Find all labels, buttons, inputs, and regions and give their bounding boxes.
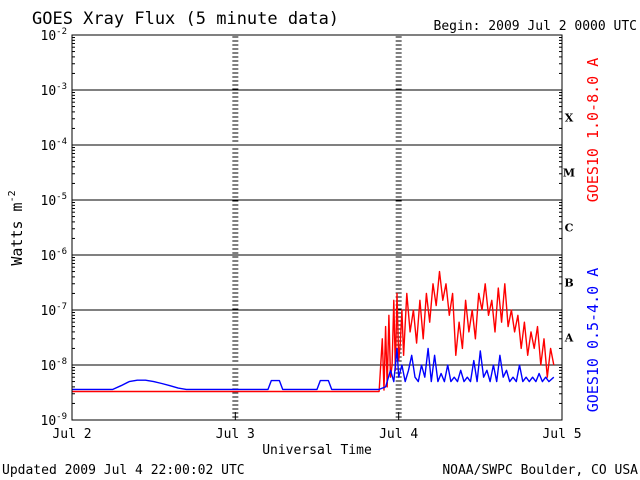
flare-class-labels: X M C B A [563, 112, 575, 345]
x-tick-label-2: Jul 4 [379, 427, 418, 442]
y-tick-label-3: 10-5 [41, 192, 68, 209]
y-axis-ticks: 10-210-310-410-510-610-710-810-9 [41, 27, 562, 429]
flare-class-m: M [563, 167, 575, 180]
legend-long-channel: GOES10 1.0-8.0 A [584, 58, 602, 203]
footer-credit: NOAA/SWPC Boulder, CO USA [442, 463, 638, 478]
y-tick-exp-5: -7 [56, 302, 67, 312]
y-tick-base-1: 10 [41, 84, 57, 99]
flare-class-a: A [564, 332, 574, 345]
y-tick-label-0: 10-2 [41, 27, 68, 44]
chart-title: GOES Xray Flux (5 minute data) [32, 9, 339, 29]
y-tick-exp-4: -6 [56, 247, 67, 257]
y-tick-exp-1: -3 [56, 82, 67, 92]
y-tick-label-1: 10-3 [41, 82, 68, 99]
y-axis-label-text: Watts m [8, 202, 26, 265]
y-tick-base-5: 10 [41, 304, 57, 319]
y-tick-base-6: 10 [41, 359, 57, 374]
y-tick-exp-7: -9 [56, 412, 67, 422]
x-axis-label: Universal Time [262, 443, 372, 458]
series-line-1 [72, 347, 555, 391]
flare-class-c: C [565, 222, 574, 235]
x-tick-label-0: Jul 2 [52, 427, 91, 442]
y-tick-base-0: 10 [41, 29, 57, 44]
series-line-0 [72, 270, 555, 393]
series-lines [72, 270, 555, 393]
y-tick-base-7: 10 [41, 414, 57, 429]
footer-updated: Updated 2009 Jul 4 22:00:02 UTC [2, 463, 245, 478]
begin-time: Begin: 2009 Jul 2 0000 UTC [434, 19, 638, 34]
y-tick-base-3: 10 [41, 194, 57, 209]
x-tick-label-1: Jul 3 [216, 427, 255, 442]
x-tick-label-3: Jul 5 [542, 427, 581, 442]
y-tick-base-4: 10 [41, 249, 57, 264]
legend-short-channel: GOES10 0.5-4.0 A [584, 268, 602, 413]
svg-text:Watts m-2: Watts m-2 [7, 190, 26, 265]
y-tick-label-7: 10-9 [41, 412, 68, 429]
x-axis-ticks: Jul 2 Jul 3 Jul 4 Jul 5 [52, 36, 582, 442]
flare-class-x: X [565, 112, 574, 125]
y-tick-exp-2: -4 [56, 137, 67, 147]
plot-frame [71, 34, 563, 421]
y-axis-label-sup: -2 [7, 190, 18, 202]
y-tick-exp-6: -8 [56, 357, 67, 367]
y-tick-label-2: 10-4 [41, 137, 68, 154]
y-tick-label-5: 10-7 [41, 302, 68, 319]
y-axis-label: Watts m-2 [7, 190, 26, 265]
y-tick-exp-0: -2 [56, 27, 67, 37]
legend-short-channel-label: GOES10 0.5-4.0 A [584, 268, 602, 413]
flare-class-b: B [564, 277, 573, 290]
y-tick-label-6: 10-8 [41, 357, 68, 374]
y-tick-base-2: 10 [41, 139, 57, 154]
y-tick-label-4: 10-6 [41, 247, 68, 264]
y-tick-exp-3: -5 [56, 192, 67, 202]
legend-long-channel-label: GOES10 1.0-8.0 A [584, 58, 602, 203]
horizontal-grid [72, 89, 562, 366]
